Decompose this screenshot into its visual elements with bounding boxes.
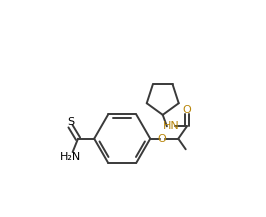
- Text: O: O: [182, 105, 191, 115]
- Text: H₂N: H₂N: [60, 152, 81, 162]
- Text: S: S: [67, 117, 74, 127]
- Text: O: O: [158, 134, 167, 144]
- Text: HN: HN: [162, 121, 179, 131]
